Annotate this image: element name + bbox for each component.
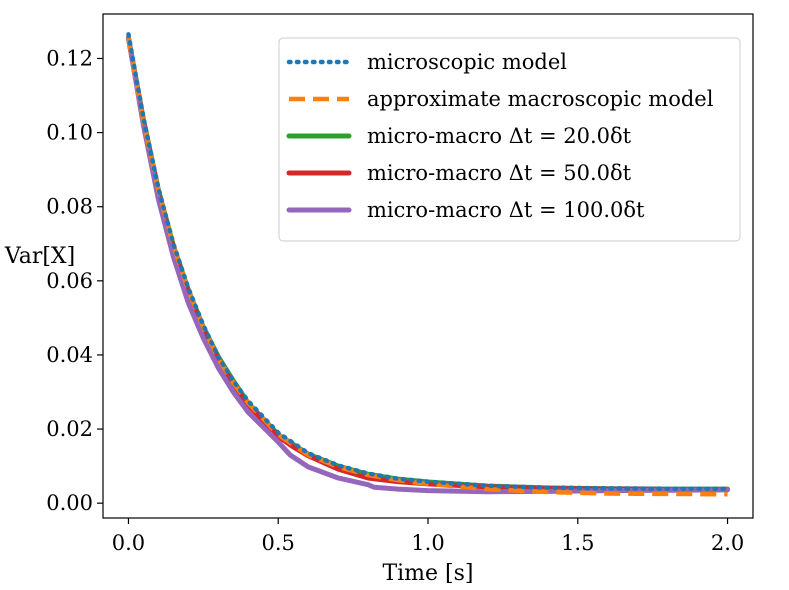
y-tick-label: 0.00	[46, 491, 93, 515]
legend-label-3: micro-macro Δt = 20.0δt	[367, 124, 632, 148]
y-tick-label: 0.12	[46, 46, 93, 70]
x-axis-label: Time [s]	[382, 561, 473, 586]
legend-label-4: micro-macro Δt = 50.0δt	[367, 161, 632, 185]
series-line-1	[126, 32, 730, 491]
legend-label-2: approximate macroscopic model	[367, 87, 714, 111]
x-tick-label: 0.5	[262, 531, 295, 555]
y-axis: 0.00 0.02 0.04 0.06 0.08 0.10 0.12	[46, 46, 103, 515]
y-tick-label: 0.08	[46, 195, 93, 219]
legend-label-5: micro-macro Δt = 100.0δt	[367, 198, 645, 222]
y-tick-label: 0.06	[46, 269, 93, 293]
x-tick-label: 2.0	[711, 531, 744, 555]
y-axis-label: Var[X]	[4, 244, 75, 269]
legend-frame	[278, 37, 741, 242]
x-tick-label: 0.0	[112, 531, 145, 555]
x-axis: 0.0 0.5 1.0 1.5 2.0	[112, 518, 744, 555]
x-tick-label: 1.5	[561, 531, 594, 555]
x-tick-label: 1.0	[411, 531, 444, 555]
y-tick-label: 0.04	[46, 343, 93, 367]
y-tick-label: 0.02	[46, 417, 93, 441]
y-tick-label: 0.10	[46, 121, 93, 145]
legend-label-1: microscopic model	[367, 50, 567, 74]
legend: microscopic model approximate macroscopic…	[278, 37, 741, 242]
plot-area	[125, 32, 731, 497]
